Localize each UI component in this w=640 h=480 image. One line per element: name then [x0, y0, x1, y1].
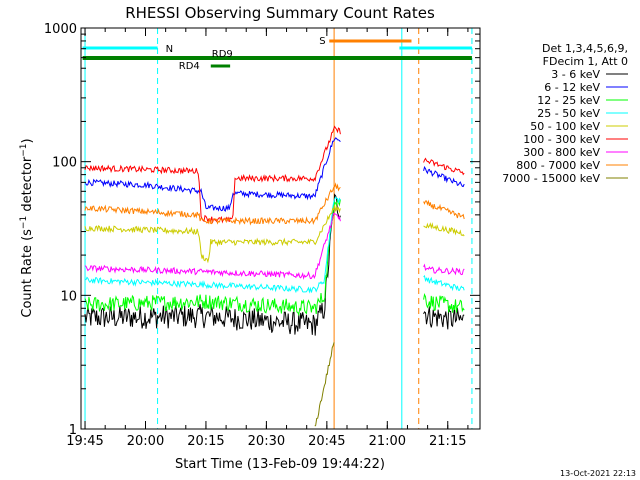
- flag-label-s: S: [319, 36, 325, 47]
- plot-area: N S RD9 RD4: [82, 28, 473, 429]
- x-tick-label: 21:00: [369, 434, 406, 449]
- x-tick-label: 20:00: [127, 434, 164, 449]
- legend-entry-label: 6 - 12 keV: [544, 81, 600, 94]
- y-tick-label: 1: [69, 423, 77, 438]
- legend-entry-label: 25 - 50 keV: [537, 107, 600, 120]
- series-line: [84, 196, 465, 294]
- x-axis-label: Start Time (13-Feb-09 19:44:22): [175, 457, 385, 472]
- y-tick-label: 10: [60, 289, 77, 304]
- series-line: [314, 342, 335, 427]
- x-tick-label: 20:30: [248, 434, 285, 449]
- legend-entry-label: 300 - 800 keV: [523, 146, 600, 159]
- y-axis-label-sup2: −1: [19, 143, 29, 156]
- series-line: [84, 197, 465, 317]
- series-line: [84, 137, 465, 212]
- y-axis-label: Count Rate (s−1 detector−1): [19, 138, 35, 317]
- x-axis: 19:45 20:00 20:15 20:30 20:45 21:00 21:15: [66, 28, 469, 449]
- x-tick-label: 20:15: [187, 434, 224, 449]
- flag-label-n: N: [166, 44, 173, 55]
- legend-header: Det 1,3,4,5,6,9,: [542, 42, 628, 55]
- legend-header: FDecim 1, Att 0: [543, 55, 628, 68]
- x-tick-label: 21:15: [429, 434, 466, 449]
- series-line: [84, 125, 465, 224]
- y-tick-label: 100: [52, 156, 77, 171]
- x-tick-label: 19:45: [66, 434, 103, 449]
- series-line: [84, 212, 465, 280]
- series-line: [84, 205, 465, 264]
- flag-label-rd9: RD9: [212, 49, 233, 60]
- footer-date: 13-Oct-2021 22:13: [560, 469, 636, 478]
- y-axis: 1000 100 10 1: [44, 22, 480, 438]
- y-axis-label-main: Count Rate (s: [20, 229, 35, 318]
- y-axis-label-mid: detector: [20, 156, 35, 216]
- legend-entry-label: 12 - 25 keV: [537, 94, 600, 107]
- legend-entry-label: 100 - 300 keV: [523, 133, 600, 146]
- legend-entry-label: 7000 - 15000 keV: [502, 172, 600, 185]
- y-axis-label-sup1: −1: [19, 216, 29, 229]
- legend-entry-label: 3 - 6 keV: [551, 68, 600, 81]
- legend-entry-label: 50 - 100 keV: [530, 120, 600, 133]
- x-tick-label: 20:45: [308, 434, 345, 449]
- series-line: [84, 182, 465, 226]
- y-axis-label-end: ): [20, 138, 35, 143]
- y-tick-label: 1000: [44, 22, 77, 37]
- chart-title: RHESSI Observing Summary Count Rates: [125, 4, 435, 22]
- plot-frame: [80, 27, 481, 430]
- legend-entry-label: 800 - 7000 keV: [516, 159, 600, 172]
- legend: Det 1,3,4,5,6,9,FDecim 1, Att 03 - 6 keV…: [502, 42, 628, 185]
- series-line: [84, 193, 465, 336]
- flag-label-rd4: RD4: [179, 61, 200, 72]
